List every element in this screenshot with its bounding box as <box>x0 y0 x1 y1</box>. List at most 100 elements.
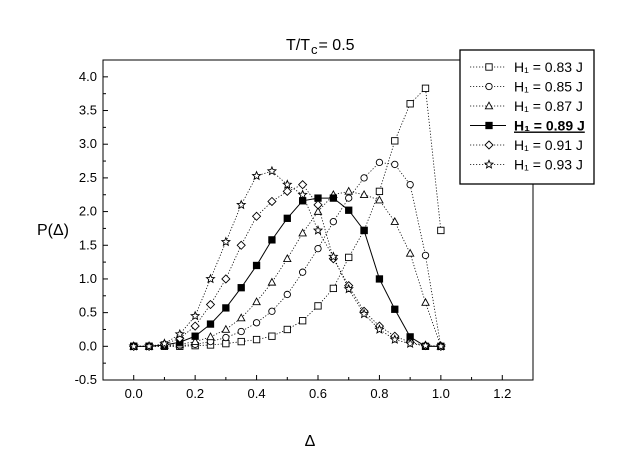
legend-box <box>459 49 595 185</box>
data-point <box>313 206 323 215</box>
data-point <box>405 248 415 257</box>
data-point <box>251 170 262 181</box>
legend-label: H₁ = 0.83 J <box>514 59 583 75</box>
data-point <box>205 273 216 284</box>
data-point <box>345 206 353 214</box>
data-point <box>298 228 308 237</box>
legend-marker <box>483 159 495 169</box>
data-point <box>236 240 246 250</box>
x-tick-label: 1.0 <box>432 386 450 401</box>
data-point <box>314 302 322 310</box>
data-point <box>268 236 276 244</box>
x-axis-ticks: 0.0 0.2 0.4 0.6 0.8 1.0 1.2 <box>102 375 534 401</box>
data-point <box>283 214 291 222</box>
data-point <box>191 332 199 340</box>
y-tick-label: 0.0 <box>79 338 97 353</box>
data-point <box>251 211 262 221</box>
y-axis-ticks: -0.5 0.0 0.5 1.0 1.5 2.0 2.5 3.0 3.5 4.0 <box>75 69 108 387</box>
data-point <box>222 304 230 312</box>
series-5 <box>129 179 446 351</box>
data-point <box>174 328 185 339</box>
series-line <box>133 184 441 347</box>
chart-title-main: T/T <box>286 37 310 54</box>
data-point <box>205 299 216 310</box>
data-point <box>435 340 446 351</box>
x-tick-label: 1.2 <box>493 386 511 401</box>
data-point <box>220 236 231 247</box>
data-point <box>375 158 384 167</box>
data-point <box>405 338 416 348</box>
data-point <box>389 334 400 344</box>
data-point <box>360 174 368 182</box>
x-tick-label: 0.2 <box>186 386 204 401</box>
data-point <box>237 337 245 346</box>
data-point <box>222 339 230 348</box>
data-point <box>283 290 291 299</box>
series-3 <box>129 186 446 350</box>
legend: H₁ = 0.83 J H₁ = 0.85 J H₁ = 0.87 J H₁ = 0.… <box>459 49 595 185</box>
y-tick-label: 2.0 <box>79 204 97 219</box>
data-point <box>190 310 201 321</box>
data-point <box>375 275 384 283</box>
data-point <box>314 244 322 253</box>
data-point <box>298 197 307 205</box>
data-point <box>268 332 276 340</box>
data-point <box>297 189 308 200</box>
y-tick-label: 0.5 <box>79 305 97 320</box>
legend-entry: H₁ = 0.91 J <box>470 137 583 153</box>
data-point <box>252 297 261 306</box>
data-point <box>298 317 307 325</box>
y-tick-label: 1.5 <box>79 237 97 252</box>
series-line <box>133 87 442 347</box>
data-point <box>391 160 399 169</box>
data-point <box>267 277 277 286</box>
data-point <box>421 297 430 306</box>
data-point <box>252 261 261 270</box>
data-point <box>313 200 323 210</box>
data-point <box>406 180 414 189</box>
legend-entry: H₁ = 0.89 J <box>470 118 585 134</box>
chart-title: T/T c = 0.5 <box>286 37 355 57</box>
data-point <box>236 313 246 322</box>
data-point <box>159 338 170 348</box>
legend-label: H₁ = 0.87 J <box>514 98 583 114</box>
data-point <box>421 84 430 92</box>
data-point <box>190 336 200 345</box>
y-tick-label: 3.0 <box>79 136 97 151</box>
data-point <box>344 186 354 195</box>
data-point <box>221 274 231 284</box>
data-point <box>406 100 414 108</box>
legend-label: H₁ = 0.93 J <box>514 157 583 173</box>
data-point <box>359 189 369 198</box>
data-point <box>237 284 245 292</box>
data-point <box>237 327 245 336</box>
data-point <box>252 319 261 327</box>
x-axis-label: Δ <box>305 433 316 450</box>
data-point <box>374 324 385 334</box>
data-point <box>268 307 276 315</box>
data-point <box>375 187 384 196</box>
series-layer <box>128 84 446 351</box>
data-point <box>190 321 200 331</box>
data-point <box>206 332 215 341</box>
data-point <box>360 226 368 235</box>
legend-marker <box>484 101 494 110</box>
data-point <box>298 179 308 190</box>
legend-entry: H₁ = 0.93 J <box>470 157 583 173</box>
legend-entry: H₁ = 0.85 J <box>470 79 583 95</box>
x-tick-label: 0.4 <box>248 386 266 401</box>
y-tick-label: -0.5 <box>75 372 97 387</box>
data-point <box>282 179 293 189</box>
legend-label: H₁ = 0.91 J <box>514 137 583 153</box>
legend-entry: H₁ = 0.87 J <box>470 98 583 114</box>
data-point <box>375 195 384 204</box>
legend-marker <box>484 140 494 150</box>
y-tick-label: 3.5 <box>79 103 97 118</box>
legend-label: H₁ = 0.89 J <box>514 118 585 134</box>
legend-label: H₁ = 0.85 J <box>514 79 583 95</box>
data-point <box>345 253 353 262</box>
data-point <box>390 216 400 225</box>
data-point <box>267 196 277 207</box>
